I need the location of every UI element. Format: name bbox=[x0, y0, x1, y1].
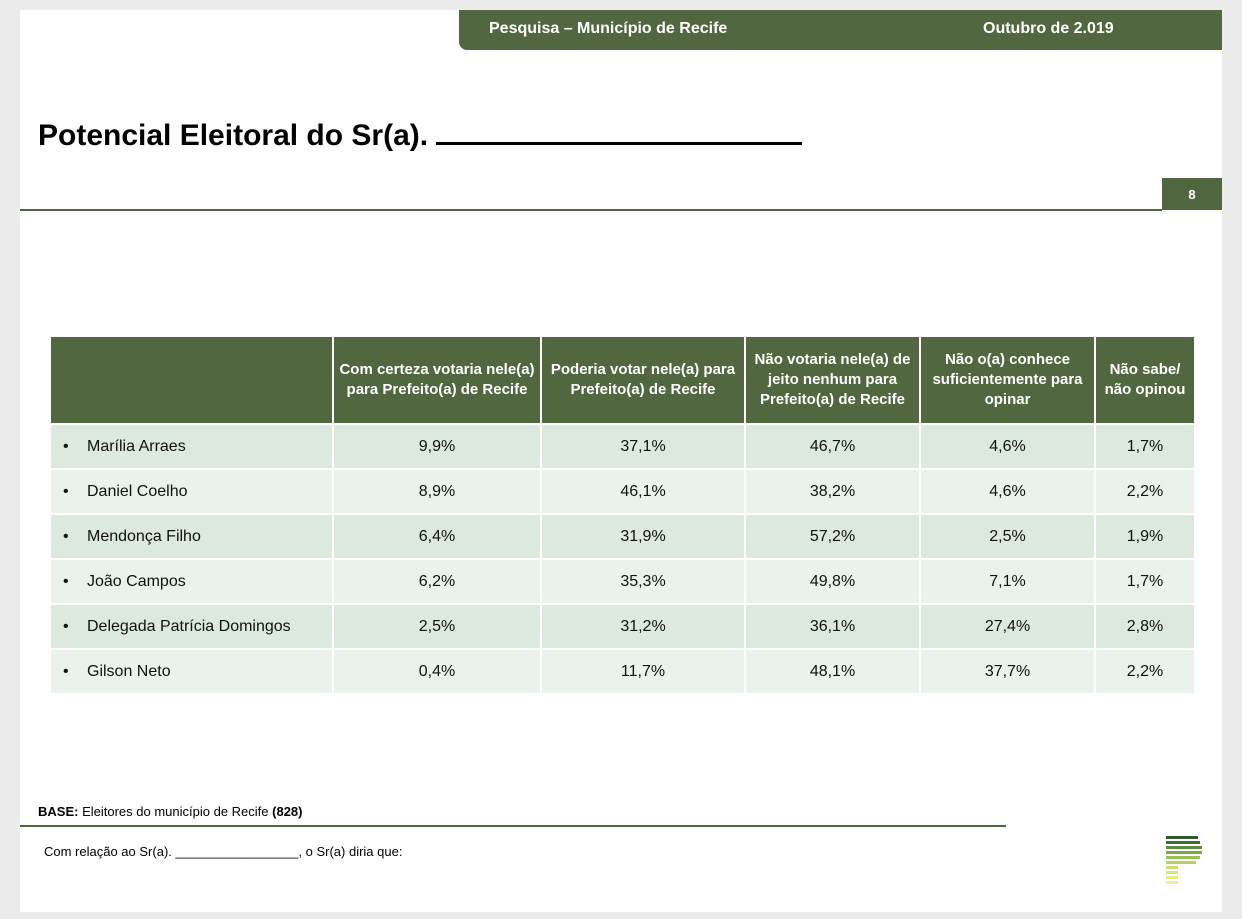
table-cell: 2,2% bbox=[1094, 468, 1196, 515]
table-cell: 46,7% bbox=[744, 423, 921, 470]
bullet: • bbox=[63, 482, 69, 500]
candidate-name: João Campos bbox=[87, 572, 186, 590]
candidate-name: Gilson Neto bbox=[87, 662, 171, 680]
table-cell: 9,9% bbox=[332, 423, 542, 470]
candidate-name: Mendonça Filho bbox=[87, 527, 201, 545]
table-cell: 35,3% bbox=[540, 558, 746, 605]
candidate-name-cell: • Gilson Neto bbox=[49, 648, 334, 695]
bullet: • bbox=[63, 437, 69, 455]
column-header: Com certeza votaria nele(a) para Prefeit… bbox=[332, 335, 542, 425]
table-cell: 6,2% bbox=[332, 558, 542, 605]
column-header: Poderia votar nele(a) para Prefeito(a) d… bbox=[540, 335, 746, 425]
page-number: 8 bbox=[1162, 178, 1222, 210]
table-cell: 31,9% bbox=[540, 513, 746, 560]
table-cell: 1,7% bbox=[1094, 558, 1196, 605]
results-table: Com certeza votaria nele(a) para Prefeit… bbox=[49, 335, 1196, 695]
table-row: • Marília Arraes 9,9% 37,1% 46,7% 4,6% 1,… bbox=[49, 423, 1196, 470]
column-header bbox=[49, 335, 334, 425]
table-cell: 31,2% bbox=[540, 603, 746, 650]
bullet: • bbox=[63, 527, 69, 545]
candidate-name-cell: • João Campos bbox=[49, 558, 334, 605]
title-blank-line bbox=[436, 118, 803, 145]
table-cell: 38,2% bbox=[744, 468, 921, 515]
table-cell: 2,2% bbox=[1094, 648, 1196, 695]
table-cell: 46,1% bbox=[540, 468, 746, 515]
base-label: BASE: bbox=[38, 804, 79, 819]
table-row: • Daniel Coelho 8,9% 46,1% 38,2% 4,6% 2,2… bbox=[49, 468, 1196, 515]
candidate-name-cell: • Mendonça Filho bbox=[49, 513, 334, 560]
column-header: Não votaria nele(a) de jeito nenhum para… bbox=[744, 335, 921, 425]
candidate-name-cell: • Marília Arraes bbox=[49, 423, 334, 470]
table-cell: 36,1% bbox=[744, 603, 921, 650]
candidate-name: Delegada Patrícia Domingos bbox=[87, 617, 291, 635]
table-cell: 2,8% bbox=[1094, 603, 1196, 650]
table-cell: 1,7% bbox=[1094, 423, 1196, 470]
table-cell: 37,7% bbox=[919, 648, 1096, 695]
candidate-name-cell: • Delegada Patrícia Domingos bbox=[49, 603, 334, 650]
footer-divider bbox=[20, 825, 1006, 827]
table-cell: 37,1% bbox=[540, 423, 746, 470]
candidate-name: Daniel Coelho bbox=[87, 482, 188, 500]
table-cell: 49,8% bbox=[744, 558, 921, 605]
table-header-row: Com certeza votaria nele(a) para Prefeit… bbox=[49, 335, 1196, 425]
table-row: • Mendonça Filho 6,4% 31,9% 57,2% 2,5% 1,… bbox=[49, 513, 1196, 560]
table-row: • Gilson Neto 0,4% 11,7% 48,1% 37,7% 2,2% bbox=[49, 648, 1196, 695]
candidate-name: Marília Arraes bbox=[87, 437, 186, 455]
survey-title: Pesquisa – Município de Recife bbox=[489, 20, 728, 37]
table-row: • João Campos 6,2% 35,3% 49,8% 7,1% 1,7% bbox=[49, 558, 1196, 605]
table-cell: 27,4% bbox=[919, 603, 1096, 650]
header-bar: Pesquisa – Município de Recife Outubro d… bbox=[459, 10, 1222, 50]
footnote: Com relação ao Sr(a). _________________,… bbox=[44, 844, 403, 859]
table-cell: 57,2% bbox=[744, 513, 921, 560]
company-logo-icon bbox=[1166, 836, 1202, 884]
table-cell: 4,6% bbox=[919, 423, 1096, 470]
table-cell: 4,6% bbox=[919, 468, 1096, 515]
candidate-name-cell: • Daniel Coelho bbox=[49, 468, 334, 515]
table-cell: 1,9% bbox=[1094, 513, 1196, 560]
table-cell: 7,1% bbox=[919, 558, 1096, 605]
table-cell: 2,5% bbox=[332, 603, 542, 650]
slide: Pesquisa – Município de Recife Outubro d… bbox=[20, 10, 1222, 912]
table-cell: 2,5% bbox=[919, 513, 1096, 560]
column-header: Não o(a) conhece suficientemente para op… bbox=[919, 335, 1096, 425]
table-cell: 6,4% bbox=[332, 513, 542, 560]
bullet: • bbox=[63, 662, 69, 680]
bullet: • bbox=[63, 617, 69, 635]
page-title-text: Potencial Eleitoral do Sr(a). bbox=[38, 119, 429, 152]
table-cell: 48,1% bbox=[744, 648, 921, 695]
column-header: Não sabe/ não opinou bbox=[1094, 335, 1196, 425]
base-count: (828) bbox=[272, 804, 303, 819]
table-cell: 0,4% bbox=[332, 648, 542, 695]
base-note: BASE: Eleitores do município de Recife (… bbox=[38, 804, 303, 819]
page-title: Potencial Eleitoral do Sr(a). bbox=[38, 118, 803, 153]
table-cell: 11,7% bbox=[540, 648, 746, 695]
header-divider bbox=[20, 209, 1162, 211]
table-row: • Delegada Patrícia Domingos 2,5% 31,2% 3… bbox=[49, 603, 1196, 650]
table-cell: 8,9% bbox=[332, 468, 542, 515]
base-text: Eleitores do município de Recife bbox=[82, 804, 269, 819]
survey-date: Outubro de 2.019 bbox=[983, 20, 1114, 37]
bullet: • bbox=[63, 572, 69, 590]
